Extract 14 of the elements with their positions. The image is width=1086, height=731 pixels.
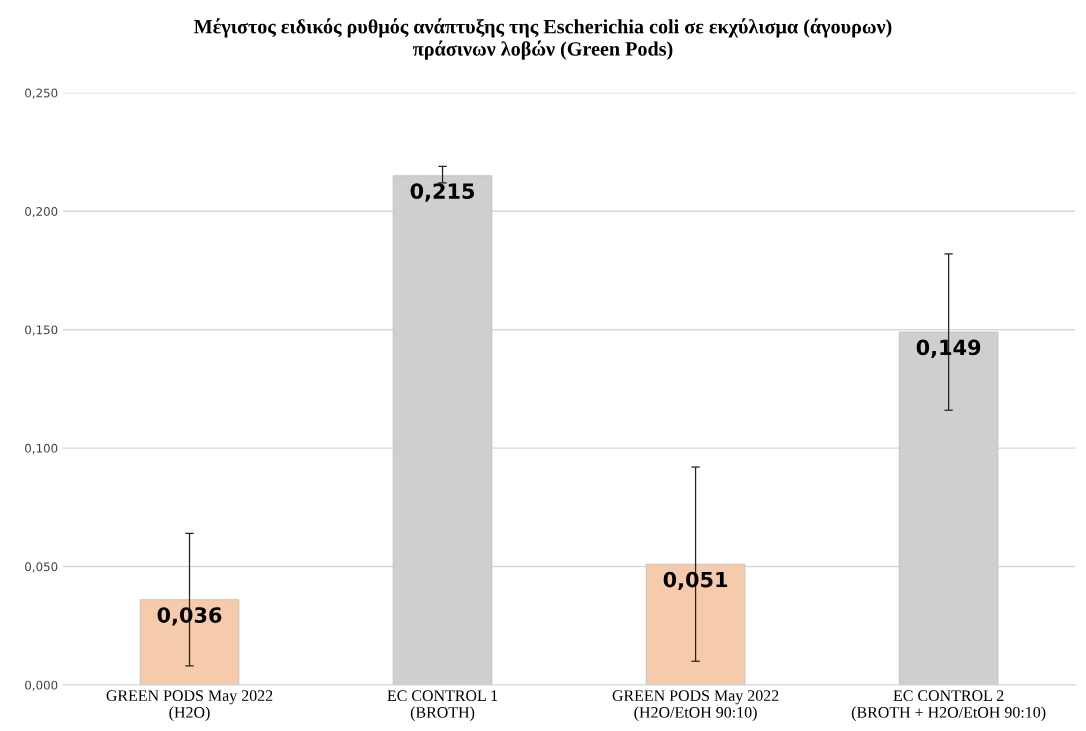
x-tick-label: GREEN PODS May 2022 (H2O/EtOH 90:10) [612, 690, 779, 721]
x-tick-label: GREEN PODS May 2022 (H2O) [106, 690, 273, 721]
chart-title: Μέγιστος ειδικός ρυθμός ανάπτυξης της Escherichia coli σε εκχύλισμα (άγουρων) πράσινων λοβών (Green Pods) [194, 18, 892, 60]
bar [139, 599, 240, 685]
x-tick-label: EC CONTROL 2 (BROTH + H2O/EtOH 90:10) [851, 690, 1046, 721]
y-tick-label: 0,050 [25, 562, 58, 573]
data-label: 0,215 [410, 183, 475, 202]
y-tick-label: 0,200 [25, 206, 58, 218]
bar [645, 563, 746, 685]
y-tick-label: 0,250 [25, 88, 58, 99]
y-tick-label: 0,100 [25, 443, 58, 454]
x-tick-label: EC CONTROL 1 (BROTH) [387, 690, 498, 721]
y-tick-label: 0,000 [25, 680, 58, 691]
y-tick-label: 0,150 [25, 325, 58, 336]
